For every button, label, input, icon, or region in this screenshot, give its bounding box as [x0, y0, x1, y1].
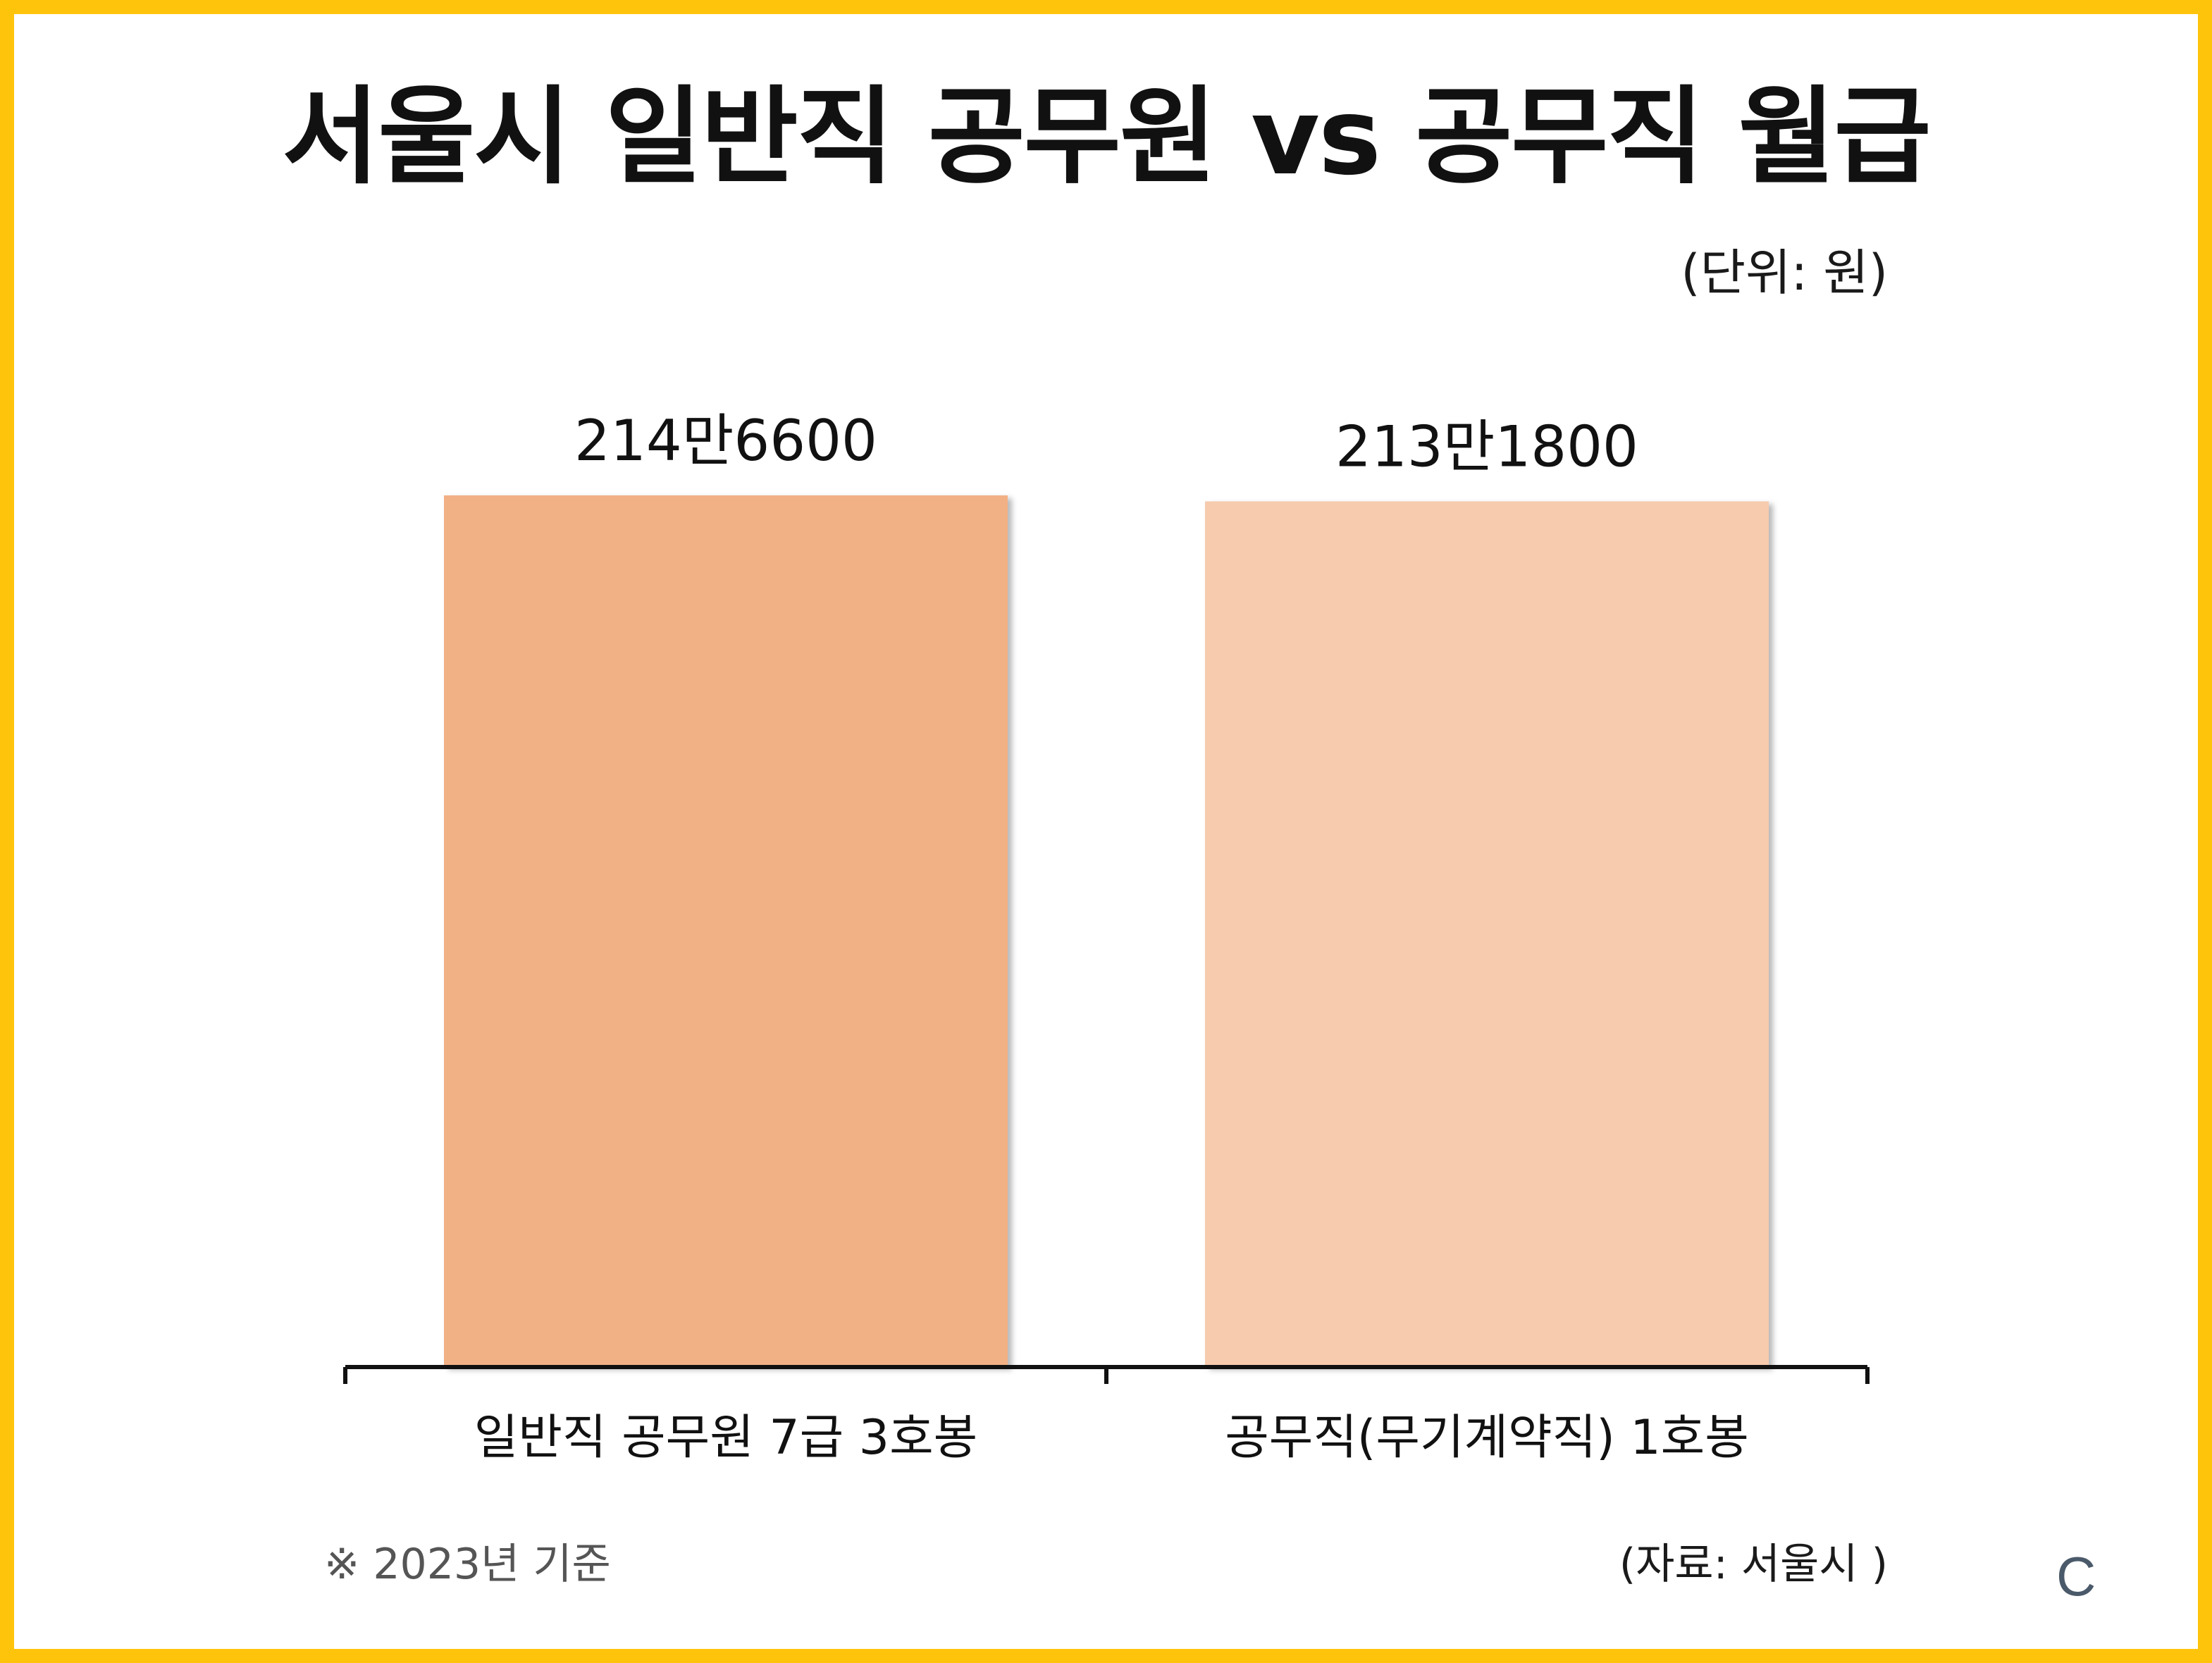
brand-logo: C — [2056, 1545, 2096, 1607]
chart-title: 서울시 일반직 공무원 vs 공무직 월급 — [282, 76, 1931, 199]
bar-2 — [1205, 501, 1769, 1368]
bar-1 — [444, 495, 1008, 1367]
data-label-2: 213만1800 — [1335, 414, 1638, 480]
footnote-year: ※ 2023년 기준 — [324, 1540, 611, 1589]
data-label-1: 214만6600 — [574, 408, 877, 474]
category-label-2: 공무직(무기계약직) 1호봉 — [1225, 1410, 1749, 1466]
category-label-1: 일반직 공무원 7급 3호봉 — [474, 1410, 977, 1466]
source-label: (자료: 서울시 ) — [1619, 1540, 1888, 1589]
unit-label: (단위: 원) — [1681, 244, 1888, 302]
